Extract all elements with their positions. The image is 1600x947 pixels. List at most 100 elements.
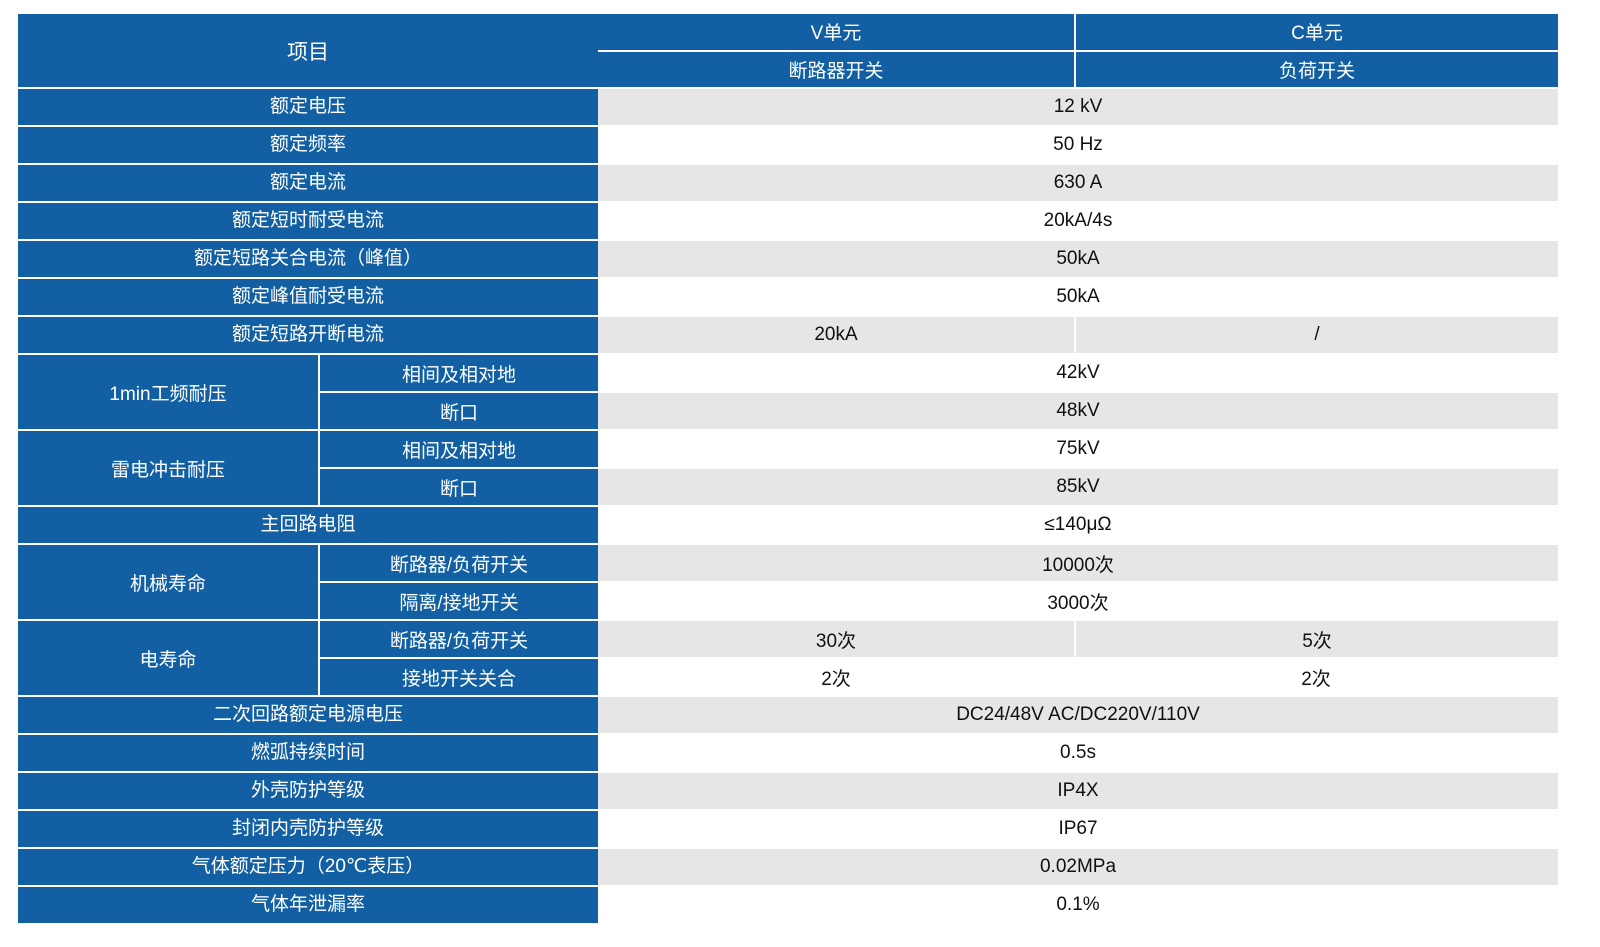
row-label-wrap: 封闭内壳防护等级 [18, 811, 598, 847]
value-cells: IP4X [598, 773, 1558, 809]
table-row: 封闭内壳防护等级 IP67 [18, 811, 1558, 847]
value-cell-merged: 0.1% [598, 887, 1558, 923]
header-type-v: 断路器开关 [598, 51, 1074, 87]
value-cells: 30次 5次 [598, 621, 1558, 657]
header-item-label: 项目 [18, 14, 598, 87]
row-label-wrap: 气体额定压力（20℃表压） [18, 849, 598, 885]
row-label: 气体额定压力（20℃表压） [18, 849, 598, 885]
table-row-group: 电寿命 断路器/负荷开关 30次 5次 接地开关关合 2次 2次 [18, 621, 1558, 695]
table-row-group: 机械寿命 断路器/负荷开关 10000次 隔离/接地开关 3000次 [18, 545, 1558, 619]
row-gap [18, 125, 1558, 127]
header-type-row: 断路器开关 负荷开关 [598, 51, 1558, 87]
row-gap [18, 353, 1558, 355]
row-sub-label: 接地开关关合 [320, 659, 598, 695]
row-gap [18, 619, 1558, 621]
value-cell-merged: 50kA [598, 241, 1558, 277]
value-cells: 630 A [598, 165, 1558, 201]
header-type-c: 负荷开关 [1076, 51, 1558, 87]
row-gap [18, 885, 1558, 887]
table-row: 额定电流 630 A [18, 165, 1558, 201]
value-cell-merged: 630 A [598, 165, 1558, 201]
value-cell-merged: 75kV [598, 431, 1558, 467]
table-body: 额定电压 12 kV 额定频率 50 Hz 额定电流 630 A 额定短时耐受电流 20kA/… [18, 89, 1558, 923]
table-row: 额定电压 12 kV [18, 89, 1558, 125]
row-gap [18, 543, 1558, 545]
value-cell-v-unit: 2次 [598, 659, 1074, 695]
row-gap [318, 391, 1558, 393]
row-gap [318, 467, 1558, 469]
row-gap [318, 581, 1558, 583]
value-cells: 42kV [598, 355, 1558, 391]
value-cells: 10000次 [598, 545, 1558, 581]
row-label: 额定频率 [18, 127, 598, 163]
row-label-wrap: 额定电流 [18, 165, 598, 201]
row-label: 额定电压 [18, 89, 598, 125]
value-cells: ≤140μΩ [598, 507, 1558, 543]
value-cells: DC24/48V AC/DC220V/110V [598, 697, 1558, 733]
table-row: 主回路电阻 ≤140μΩ [18, 507, 1558, 543]
table-row: 接地开关关合 2次 2次 [318, 659, 1558, 695]
row-label-wrap: 额定峰值耐受电流 [18, 279, 598, 315]
row-gap [18, 771, 1558, 773]
row-gap [18, 163, 1558, 165]
row-gap [18, 505, 1558, 507]
header-unit-row: V单元 C单元 [598, 14, 1558, 50]
row-gap [18, 277, 1558, 279]
row-sub-label: 相间及相对地 [320, 431, 598, 467]
value-cells: 0.5s [598, 735, 1558, 771]
value-cell-merged: 12 kV [598, 89, 1558, 125]
row-label: 外壳防护等级 [18, 773, 598, 809]
value-cell-v-unit: 20kA [598, 317, 1074, 353]
value-cell-c-unit: 2次 [1074, 659, 1558, 695]
row-label-wrap: 额定电压 [18, 89, 598, 125]
table-row: 相间及相对地 75kV [318, 431, 1558, 467]
value-cell-merged: 20kA/4s [598, 203, 1558, 239]
row-label-wrap: 气体年泄漏率 [18, 887, 598, 923]
table-row: 额定短时耐受电流 20kA/4s [18, 203, 1558, 239]
row-label: 额定峰值耐受电流 [18, 279, 598, 315]
row-label-wrap: 额定频率 [18, 127, 598, 163]
row-group-subrows: 断路器/负荷开关 30次 5次 接地开关关合 2次 2次 [318, 621, 1558, 695]
table-row: 额定短路关合电流（峰值） 50kA [18, 241, 1558, 277]
row-group-label: 电寿命 [18, 621, 318, 695]
row-label: 二次回路额定电源电压 [18, 697, 598, 733]
row-sub-label: 相间及相对地 [320, 355, 598, 391]
table-row: 断口 85kV [318, 469, 1558, 505]
table-row: 气体年泄漏率 0.1% [18, 887, 1558, 923]
value-cell-merged: 42kV [598, 355, 1558, 391]
value-cell-c-unit: 5次 [1074, 621, 1558, 657]
value-cell-merged: 0.02MPa [598, 849, 1558, 885]
table-row-group: 1min工频耐压 相间及相对地 42kV 断口 48kV [18, 355, 1558, 429]
table-row: 断路器/负荷开关 30次 5次 [318, 621, 1558, 657]
value-cells: 12 kV [598, 89, 1558, 125]
row-group-label: 1min工频耐压 [18, 355, 318, 429]
table-row: 外壳防护等级 IP4X [18, 773, 1558, 809]
table-header: 项目 V单元 C单元 断路器开关 负荷开关 [18, 14, 1558, 87]
row-gap [18, 429, 1558, 431]
value-cell-c-unit: / [1074, 317, 1558, 353]
value-cell-merged: 10000次 [598, 545, 1558, 581]
header-row-gap [598, 49, 1558, 52]
table-row: 二次回路额定电源电压 DC24/48V AC/DC220V/110V [18, 697, 1558, 733]
table-row: 断路器/负荷开关 10000次 [318, 545, 1558, 581]
row-group-label: 机械寿命 [18, 545, 318, 619]
row-group-subrows: 相间及相对地 42kV 断口 48kV [318, 355, 1558, 429]
row-label-wrap: 二次回路额定电源电压 [18, 697, 598, 733]
value-cells: 2次 2次 [598, 659, 1558, 695]
row-gap [18, 809, 1558, 811]
table-row: 额定峰值耐受电流 50kA [18, 279, 1558, 315]
row-gap [18, 733, 1558, 735]
value-cell-merged: 3000次 [598, 583, 1558, 619]
value-cells: 48kV [598, 393, 1558, 429]
table-row: 断口 48kV [318, 393, 1558, 429]
specification-table: 项目 V单元 C单元 断路器开关 负荷开关 额定电压 12 kV 额定频率 50 Hz… [18, 14, 1558, 923]
value-cells: 20kA/4s [598, 203, 1558, 239]
header-unit-v: V单元 [598, 14, 1074, 50]
row-label: 额定短路关合电流（峰值） [18, 241, 598, 277]
table-row-group: 雷电冲击耐压 相间及相对地 75kV 断口 85kV [18, 431, 1558, 505]
row-label-wrap: 额定短路开断电流 [18, 317, 598, 353]
value-cell-merged: 0.5s [598, 735, 1558, 771]
row-gap [18, 239, 1558, 241]
value-cell-merged: ≤140μΩ [598, 507, 1558, 543]
value-cell-merged: 50kA [598, 279, 1558, 315]
